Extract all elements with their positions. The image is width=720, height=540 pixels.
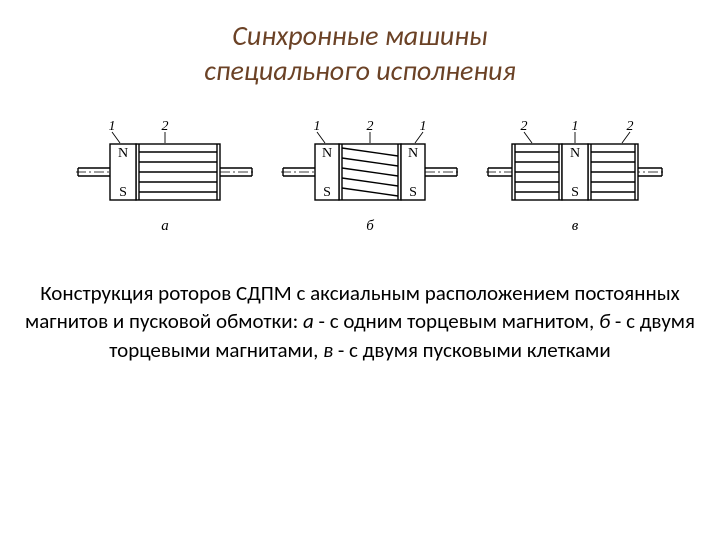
svg-text:2: 2 bbox=[627, 119, 634, 134]
caption-italic: б bbox=[599, 308, 610, 334]
svg-text:N: N bbox=[408, 146, 418, 161]
svg-text:S: S bbox=[409, 185, 417, 200]
svg-text:N: N bbox=[118, 146, 128, 161]
svg-text:N: N bbox=[322, 146, 332, 161]
svg-text:S: S bbox=[571, 185, 579, 200]
svg-text:2: 2 bbox=[367, 119, 374, 134]
subfigure-v: N S 2 1 2 в bbox=[486, 119, 664, 234]
svg-text:1: 1 bbox=[572, 119, 579, 134]
svg-text:в: в bbox=[572, 218, 579, 234]
title-line2: специального исполнения bbox=[0, 53, 720, 88]
svg-text:1: 1 bbox=[420, 119, 427, 134]
svg-text:2: 2 bbox=[162, 119, 169, 134]
subfigure-b: N S N S 1 2 1 б bbox=[281, 119, 459, 234]
page-title: Синхронные машины специального исполнени… bbox=[0, 18, 720, 88]
svg-text:1: 1 bbox=[109, 119, 116, 134]
svg-text:1: 1 bbox=[314, 119, 321, 134]
svg-text:N: N bbox=[570, 146, 580, 161]
svg-text:S: S bbox=[119, 185, 127, 200]
subfigure-a: N S 1 2 а bbox=[76, 119, 254, 234]
svg-text:S: S bbox=[323, 185, 331, 200]
figure-caption: Конструкция роторов СДПМ с аксиальным ра… bbox=[20, 279, 700, 364]
title-line1: Синхронные машины bbox=[0, 18, 720, 53]
caption-italic: а bbox=[303, 308, 314, 334]
svg-text:а: а bbox=[161, 218, 169, 234]
svg-text:2: 2 bbox=[521, 119, 528, 134]
svg-text:б: б bbox=[366, 218, 374, 234]
caption-italic: в bbox=[323, 337, 333, 363]
rotor-diagram: N S 1 2 а N S N S 1 2 1 б N S 2 1 2 в bbox=[40, 112, 680, 247]
figure-container: N S 1 2 а N S N S 1 2 1 б N S 2 1 2 в bbox=[0, 112, 720, 247]
